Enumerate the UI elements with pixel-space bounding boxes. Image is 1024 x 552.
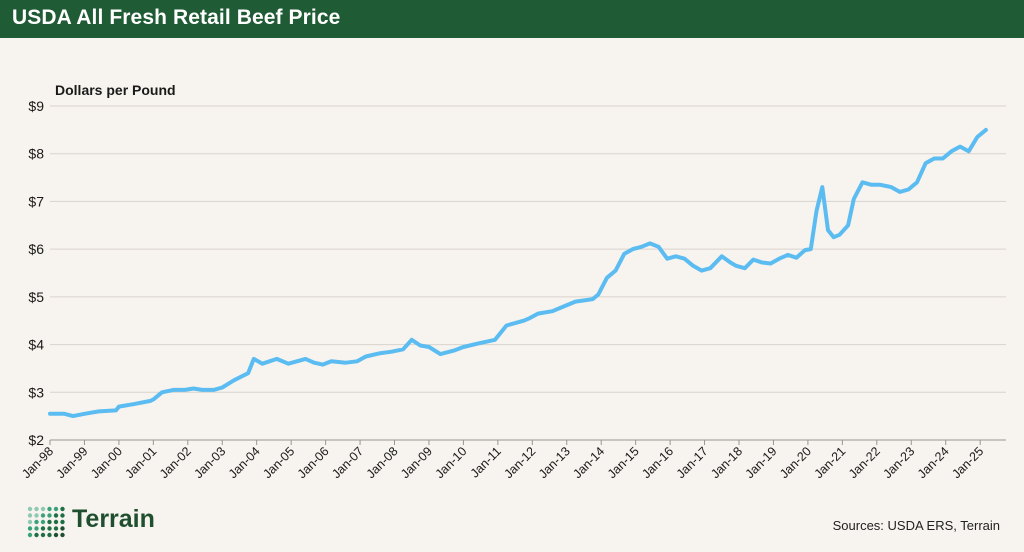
logo-dot — [53, 526, 59, 531]
x-tick-label: Jan-19 — [743, 444, 780, 481]
series-line — [48, 127, 988, 419]
logo-dot — [53, 532, 59, 538]
y-tick-label: $9 — [28, 98, 44, 114]
logo-dot — [34, 506, 39, 512]
logo-dot — [60, 532, 65, 538]
x-tick-label: Jan-05 — [260, 444, 297, 481]
y-tick-label: $4 — [28, 337, 44, 353]
x-tick-label: Jan-25 — [949, 444, 986, 481]
x-tick-label: Jan-09 — [398, 444, 435, 481]
logo-dot — [40, 532, 46, 538]
logo-dot — [34, 526, 39, 531]
brand-name: Terrain — [72, 505, 155, 533]
y-tick-label: $7 — [28, 193, 44, 209]
y-tick-label: $3 — [28, 384, 44, 400]
x-tick-label: Jan-03 — [191, 444, 228, 481]
x-tick-label: Jan-04 — [226, 444, 263, 481]
logo-dot — [53, 519, 59, 525]
y-tick-label: $5 — [28, 289, 44, 305]
logo-dot — [60, 526, 65, 531]
logo-dot — [34, 519, 39, 525]
x-tick-label: Jan-24 — [915, 444, 952, 481]
x-tick-label: Jan-13 — [536, 444, 573, 481]
logo-dot — [40, 513, 46, 518]
logo-dot — [53, 506, 59, 512]
x-tick-label: Jan-02 — [157, 444, 194, 481]
x-tick-label: Jan-18 — [708, 444, 745, 481]
chart-title: USDA All Fresh Retail Beef Price — [12, 6, 341, 29]
x-tick-label: Jan-08 — [364, 444, 401, 481]
logo-dot — [27, 526, 33, 531]
x-tick-label: Jan-01 — [123, 444, 160, 481]
logo-dot — [27, 532, 33, 538]
logo-dot — [47, 519, 52, 525]
x-tick-label: Jan-23 — [880, 444, 917, 481]
x-tick-label: Jan-15 — [605, 444, 642, 481]
x-tick-label: Jan-10 — [433, 444, 470, 481]
line-chart: $2$3$4$5$6$7$8$9 Jan-98Jan-99Jan-00Jan-0… — [19, 82, 1006, 481]
logo-dot — [34, 532, 39, 538]
y-tick-label: $2 — [28, 432, 44, 448]
chart-header: USDA All Fresh Retail Beef Price — [0, 0, 1024, 38]
x-tick-label: Jan-07 — [329, 444, 366, 481]
x-tick-label: Jan-12 — [501, 444, 538, 481]
logo-dot — [34, 513, 39, 518]
x-tick-label: Jan-99 — [54, 444, 91, 481]
x-tick-label: Jan-11 — [468, 444, 504, 480]
logo-dot — [27, 506, 33, 512]
logo-dot — [60, 513, 65, 518]
x-tick-label: Jan-21 — [812, 444, 849, 481]
x-tick-label: Jan-00 — [88, 444, 125, 481]
logo-dot — [47, 532, 52, 538]
logo-dot — [27, 513, 33, 518]
x-tick-label: Jan-22 — [846, 444, 883, 481]
logo-dot — [40, 526, 46, 531]
y-tick-label: $8 — [28, 146, 44, 162]
terrain-dot-grid-icon — [27, 506, 65, 538]
x-tick-label: Jan-14 — [570, 444, 607, 481]
logo-dot — [47, 506, 52, 512]
x-tick-label: Jan-17 — [674, 444, 711, 481]
logo-dot — [40, 506, 46, 512]
x-tick-label: Jan-16 — [639, 444, 676, 481]
logo-dot — [47, 513, 52, 518]
sources-note: Sources: USDA ERS, Terrain — [832, 518, 1000, 533]
x-tick-label: Jan-20 — [777, 444, 814, 481]
logo-dot — [53, 513, 59, 518]
x-tick-label: Jan-98 — [19, 444, 56, 481]
logo-dot — [47, 526, 52, 531]
logo-dot — [60, 506, 65, 512]
logo-dot — [27, 519, 33, 525]
x-tick-label: Jan-06 — [295, 444, 332, 481]
y-tick-label: $6 — [28, 241, 44, 257]
logo-dot — [40, 519, 46, 525]
logo-dot — [60, 519, 65, 525]
y-axis-label: Dollars per Pound — [55, 82, 176, 98]
